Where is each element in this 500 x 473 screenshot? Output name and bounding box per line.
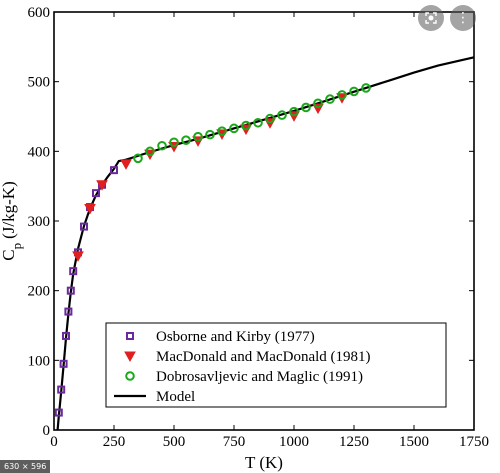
tick-labels: 0 250 500 750 1000 1250 1500 1750 0 100 200 300 400 5… — [28, 5, 490, 450]
data-point-square — [54, 408, 63, 417]
data-point-circle — [133, 153, 143, 164]
data-point-circle — [325, 94, 335, 104]
data-point-triangle-down — [120, 159, 132, 170]
data-point-square — [59, 359, 68, 368]
data-point-circle — [289, 106, 299, 117]
x-tick-label: 1250 — [339, 434, 369, 450]
data-point-triangle-down — [72, 251, 84, 262]
legend-label: MacDonald and MacDonald (1981) — [156, 349, 371, 365]
lens-icon[interactable] — [418, 5, 444, 31]
data-point-triangle-down — [84, 203, 96, 215]
x-tick-label: 500 — [163, 434, 186, 450]
y-tick-label: 600 — [28, 5, 51, 21]
legend-label: Model — [156, 389, 195, 405]
data-point-circle — [217, 126, 227, 136]
y-tick-label: 500 — [28, 75, 51, 91]
data-point-circle — [181, 135, 191, 145]
data-point-square — [69, 267, 78, 276]
data-point-circle — [337, 90, 347, 100]
y-tick-label: 300 — [28, 214, 51, 230]
image-size-badge: 630 × 596 — [0, 460, 51, 473]
more-vertical-icon[interactable]: ⋮ — [450, 5, 476, 31]
legend-box — [105, 322, 447, 408]
data-point-circle — [205, 129, 215, 140]
data-point-square — [110, 166, 118, 175]
x-tick-label: 250 — [103, 434, 126, 450]
data-point-circle — [193, 131, 203, 142]
legend-swatch-circle — [125, 371, 135, 381]
y-axis-title-sub: p — [9, 243, 24, 250]
x-axis-title: T (K) — [245, 453, 283, 472]
data-point-circle — [301, 102, 311, 113]
legend: Osborne and Kirby (1977) MacDonald and Ma… — [105, 322, 447, 408]
legend-label: Osborne and Kirby (1977) — [156, 329, 315, 345]
data-point-square — [57, 385, 66, 394]
y-axis-title: Cp (J/kg-K) — [0, 181, 24, 260]
y-axis-title-main: C — [0, 249, 18, 260]
x-tick-label: 1500 — [399, 434, 429, 450]
legend-label: Dobrosavljevic and Maglic (1991) — [156, 369, 363, 385]
data-point-circle — [253, 117, 263, 128]
data-point-circle — [265, 113, 275, 124]
data-point-circle — [169, 137, 179, 148]
y-tick-label: 400 — [28, 144, 51, 160]
x-tick-label: 1000 — [279, 434, 309, 450]
legend-swatch-square — [126, 332, 134, 340]
x-tick-label: 0 — [50, 434, 58, 450]
legend-swatch-triangle-down — [124, 351, 136, 363]
data-point-circle — [145, 146, 155, 157]
data-point-circle — [361, 83, 371, 93]
data-point-circle — [349, 86, 359, 97]
more-icon-glyph: ⋮ — [456, 10, 470, 26]
data-point-square — [64, 307, 73, 316]
y-tick-label: 100 — [28, 353, 51, 369]
y-axis-title-unit: (J/kg-K) — [0, 181, 18, 239]
data-point-square — [66, 286, 75, 295]
data-point-circle — [277, 110, 287, 120]
y-tick-label: 0 — [43, 423, 51, 439]
data-point-circle — [313, 98, 323, 109]
data-point-circle — [157, 140, 167, 151]
data-point-square — [80, 222, 88, 231]
plot-area — [53, 11, 475, 431]
data-point-square — [92, 189, 100, 198]
x-tick-label: 750 — [223, 434, 246, 450]
data-point-circle — [241, 120, 251, 131]
x-tick-label: 1750 — [459, 434, 489, 450]
y-tick-label: 200 — [28, 284, 51, 300]
data-point-triangle-down — [96, 180, 108, 191]
data-point-square — [62, 331, 70, 340]
data-point-circle — [229, 123, 239, 134]
